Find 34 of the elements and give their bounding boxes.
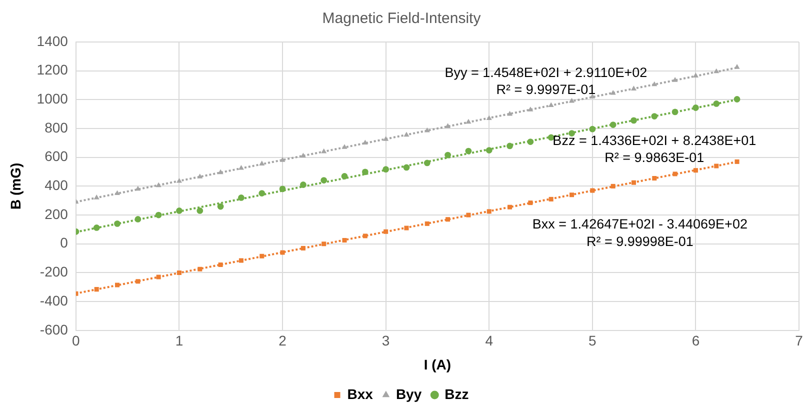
y-axis-title: B (mG) — [7, 162, 24, 210]
x-tick-label: 2 — [278, 332, 287, 349]
y-tick-label: -200 — [40, 264, 68, 280]
y-tick-label: 600 — [44, 148, 68, 164]
legend-label: Bxx — [347, 386, 374, 402]
y-tick-label: 200 — [44, 206, 68, 222]
x-tick-label: 3 — [382, 332, 390, 349]
y-tick-label: 400 — [44, 177, 68, 194]
x-tick-label: 6 — [692, 332, 700, 349]
x-tick-label: 7 — [795, 332, 804, 349]
annotation: Byy = 1.4548E+02I + 2.9110E+02 — [444, 64, 648, 80]
x-tick-label: 4 — [485, 332, 494, 349]
x-tick-label: 5 — [588, 332, 597, 349]
y-tick-label: 1400 — [36, 32, 68, 49]
y-tick-label: -600 — [40, 321, 68, 338]
annotation: R² = 9.99998E-01 — [586, 234, 694, 250]
y-tick-label: 1200 — [36, 62, 68, 78]
y-tick-label: -400 — [40, 292, 68, 308]
point — [217, 203, 224, 210]
annotation: Bxx = 1.42647E+02I - 3.44069E+02 — [532, 216, 748, 232]
y-tick-label: 0 — [60, 234, 68, 251]
legend-label: Bzz — [444, 386, 469, 402]
legend-label: Byy — [396, 386, 422, 402]
point — [714, 164, 719, 168]
x-tick-label: 1 — [175, 332, 184, 349]
point — [196, 208, 204, 214]
x-tick-label: 0 — [72, 332, 80, 349]
y-tick-label: 1000 — [36, 90, 68, 107]
x-axis-title: I (A) — [424, 356, 452, 372]
y-tick-label: 800 — [44, 119, 68, 136]
annotation: R² = 9.9997E-01 — [496, 82, 596, 97]
chart-title: Magnetic Field-Intensity — [322, 10, 482, 28]
annotation: R² = 9.9863E-01 — [604, 150, 704, 165]
annotation: Bzz = 1.4336E+02I + 8.2438E+01 — [552, 132, 756, 148]
